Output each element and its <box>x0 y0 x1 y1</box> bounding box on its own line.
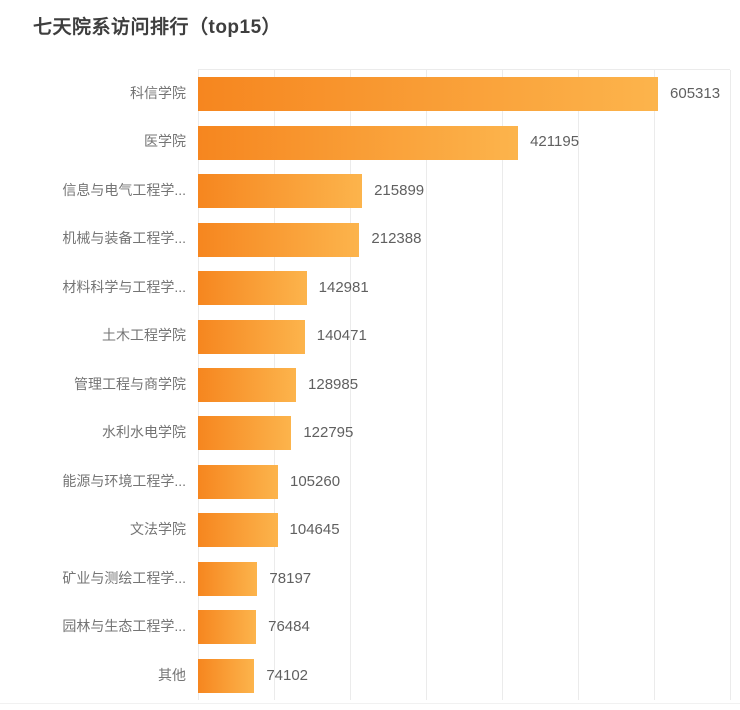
gridline <box>426 70 427 700</box>
value-label: 142981 <box>318 278 369 296</box>
value-label: 215899 <box>374 181 425 199</box>
gridline <box>578 70 579 700</box>
chart-title: 七天院系访问排行（top15） <box>33 17 282 38</box>
bar-row: 105260 <box>198 458 730 506</box>
bar[interactable] <box>198 561 258 596</box>
value-label: 605313 <box>670 85 721 102</box>
gridline <box>730 70 731 700</box>
category-label: 管理工程与商学院 <box>74 375 186 392</box>
bar-row: 140471 <box>198 312 730 360</box>
bar-row: 104645 <box>198 506 730 554</box>
value-label: 122795 <box>303 424 354 442</box>
value-label: 78197 <box>269 569 312 587</box>
bar-row: 212388 <box>198 215 730 263</box>
category-label: 信息与电气工程学... <box>62 181 186 198</box>
bar-row: 215899 <box>198 167 730 215</box>
bar[interactable] <box>198 367 297 402</box>
category-label: 医学院 <box>144 133 186 150</box>
category-label: 水利水电学院 <box>102 424 186 441</box>
category-label: 机械与装备工程学... <box>62 230 186 247</box>
category-label: 能源与环境工程学... <box>62 472 186 489</box>
bar-row: 76484 <box>198 603 730 651</box>
gridline <box>350 70 351 700</box>
bar[interactable] <box>198 416 292 451</box>
bar[interactable] <box>198 513 278 548</box>
value-label: 212388 <box>371 230 422 248</box>
value-label: 421195 <box>530 133 580 151</box>
bar-row: 74102 <box>198 652 730 700</box>
value-label: 105260 <box>289 472 341 490</box>
category-label: 材料科学与工程学... <box>62 278 186 295</box>
bar-row: 605313 <box>198 70 730 118</box>
bar[interactable] <box>198 222 360 257</box>
bar[interactable] <box>198 77 659 112</box>
bottom-divider <box>0 703 740 704</box>
bar-row: 78197 <box>198 555 730 603</box>
value-label: 140471 <box>316 327 367 345</box>
bar[interactable] <box>198 319 305 354</box>
category-label: 园林与生态工程学... <box>62 618 186 635</box>
category-label: 矿业与测绘工程学... <box>62 569 186 586</box>
bar-row: 122795 <box>198 409 730 457</box>
bar[interactable] <box>198 658 255 693</box>
value-label: 76484 <box>268 618 310 636</box>
gridline <box>654 70 655 700</box>
category-label: 文法学院 <box>130 521 186 538</box>
value-label: 104645 <box>289 521 340 539</box>
category-label: 土木工程学院 <box>102 327 186 344</box>
gridline <box>502 70 503 700</box>
category-label: 其他 <box>158 666 186 683</box>
bar-row: 128985 <box>198 361 730 409</box>
bar[interactable] <box>198 125 519 160</box>
bar[interactable] <box>198 464 278 499</box>
bar[interactable] <box>198 610 257 645</box>
category-label: 科信学院 <box>130 85 186 101</box>
bar[interactable] <box>198 271 307 306</box>
value-label: 128985 <box>308 375 359 393</box>
bar-row: 421195 <box>198 118 730 166</box>
plot-area: 605313 421195 215899 212388 142981 140471 1289… <box>198 69 731 700</box>
value-label: 74102 <box>266 666 309 684</box>
bar-row: 142981 <box>198 264 730 312</box>
bar[interactable] <box>198 174 363 209</box>
